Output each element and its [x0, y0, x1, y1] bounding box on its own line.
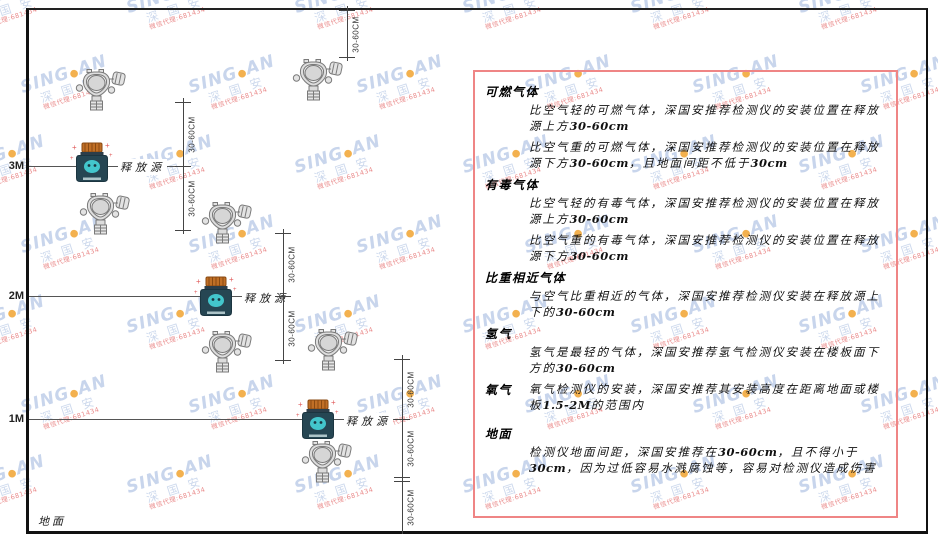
gas-detector-icon	[79, 193, 130, 235]
section-body: 比空气轻的有毒气体，深国安推荐检测仪的安装位置在释放源上方30-60cm 比空气…	[529, 195, 886, 264]
release-source-icon	[70, 140, 114, 182]
dim-tick	[339, 10, 355, 11]
section-heading: 氢气	[485, 327, 513, 341]
section-body: 氧气检测仪的安装，深国安推荐其安装高度在距离地面或楼板1.5-2M的范围内	[529, 381, 886, 413]
section-heading: 有毒气体	[485, 178, 540, 192]
level-line-2m	[29, 296, 291, 297]
dim-tick	[175, 166, 191, 167]
guideline-paragraph: 氢气是最轻的气体，深国安推荐氢气检测仪安装在楼板面下方的30-60cm	[529, 345, 880, 375]
dim-tick	[339, 57, 355, 58]
dimension-label: 30-60CM	[187, 115, 197, 153]
dim-tick	[275, 360, 291, 361]
height-label-3m: 3M	[8, 160, 24, 172]
section-body: 检测仪地面间距，深国安推荐在30-60cm，且不得小于30cm，因为过低容易水溅…	[529, 444, 886, 476]
dim-tick	[275, 296, 291, 297]
dimension-label: 30-60CM	[287, 309, 297, 347]
release-source-label: 释放源	[242, 290, 291, 306]
release-source-label: 释放源	[344, 413, 393, 429]
release-source-icon	[194, 274, 238, 316]
release-source-icon	[296, 397, 340, 439]
gas-detector-icon	[201, 331, 252, 373]
guideline-paragraph: 比空气轻的有毒气体，深国安推荐检测仪的安装位置在释放源上方30-60cm	[529, 196, 880, 226]
section-body: 比空气轻的可燃气体，深国安推荐检测仪的安装位置在释放源上方30-60cm 比空气…	[529, 102, 886, 171]
section-body: 与空气比重相近的气体，深国安推荐检测仪安装在释放源上下的30-60cm	[529, 288, 886, 320]
dimension-line	[402, 355, 403, 534]
ground-label: 地面	[38, 515, 66, 528]
guideline-paragraph: 与空气比重相近的气体，深国安推荐检测仪安装在释放源上下的30-60cm	[529, 289, 880, 319]
guideline-paragraph: 氧气检测仪的安装，深国安推荐其安装高度在距离地面或楼板1.5-2M的范围内	[529, 382, 880, 412]
dim-tick	[394, 481, 410, 482]
section-ground: 地面 检测仪地面间距，深国安推荐在30-60cm，且不得小于30cm，因为过低容…	[485, 425, 886, 476]
guideline-paragraph: 比空气重的可燃气体，深国安推荐检测仪的安装位置在释放源下方30-60cm，且地面…	[529, 140, 880, 170]
section-heading: 氧气	[485, 383, 513, 397]
dim-tick	[175, 102, 191, 103]
section-hydrogen: 氢气 氢气是最轻的气体，深国安推荐氢气检测仪安装在楼板面下方的30-60cm	[485, 325, 886, 376]
dimension-line	[347, 6, 348, 61]
section-combustible-gas: 可燃气体 比空气轻的可燃气体，深国安推荐检测仪的安装位置在释放源上方30-60c…	[485, 83, 886, 171]
height-label-1m: 1M	[8, 413, 24, 425]
level-line-1m	[29, 419, 410, 420]
room-outline	[26, 8, 928, 534]
guideline-paragraph: 比空气重的有毒气体，深国安推荐检测仪的安装位置在释放源下方30-60cm	[529, 233, 880, 263]
dimension-label: 30-60CM	[406, 488, 416, 526]
section-similar-density-gas: 比重相近气体 与空气比重相近的气体，深国安推荐检测仪安装在释放源上下的30-60…	[485, 269, 886, 320]
dim-tick	[175, 230, 191, 231]
gas-detector-icon	[307, 329, 358, 371]
section-heading: 可燃气体	[485, 85, 540, 99]
section-heading: 比重相近气体	[485, 271, 567, 285]
gas-detector-icon	[201, 202, 252, 244]
section-body: 氢气是最轻的气体，深国安推荐氢气检测仪安装在楼板面下方的30-60cm	[529, 344, 886, 376]
dimension-label: 30-60CM	[187, 180, 197, 217]
dim-tick	[275, 233, 291, 234]
dim-tick	[394, 359, 410, 360]
guideline-paragraph: 比空气轻的可燃气体，深国安推荐检测仪的安装位置在释放源上方30-60cm	[529, 103, 880, 133]
gas-detector-icon	[75, 69, 126, 111]
dimension-label: 30-60CM	[406, 430, 416, 467]
dimension-label: 30-60CM	[351, 15, 361, 53]
level-line-3m	[29, 166, 191, 167]
guideline-panel: 可燃气体 比空气轻的可燃气体，深国安推荐检测仪的安装位置在释放源上方30-60c…	[473, 70, 898, 518]
guideline-paragraph: 检测仪地面间距，深国安推荐在30-60cm，且不得小于30cm，因为过低容易水溅…	[529, 445, 877, 475]
dim-tick	[394, 419, 410, 420]
dimension-label: 30-60CM	[287, 246, 297, 283]
section-oxygen: 氧气 氧气检测仪的安装，深国安推荐其安装高度在距离地面或楼板1.5-2M的范围内	[485, 381, 886, 413]
release-source-label: 释放源	[118, 159, 167, 175]
section-toxic-gas: 有毒气体 比空气轻的有毒气体，深国安推荐检测仪的安装位置在释放源上方30-60c…	[485, 176, 886, 264]
gas-detector-icon	[292, 59, 343, 101]
gas-detector-icon	[301, 441, 352, 483]
section-heading: 地面	[485, 427, 513, 441]
height-label-2m: 2M	[8, 290, 24, 302]
dim-tick	[394, 477, 410, 478]
dimension-label: 30-60CM	[406, 370, 416, 408]
